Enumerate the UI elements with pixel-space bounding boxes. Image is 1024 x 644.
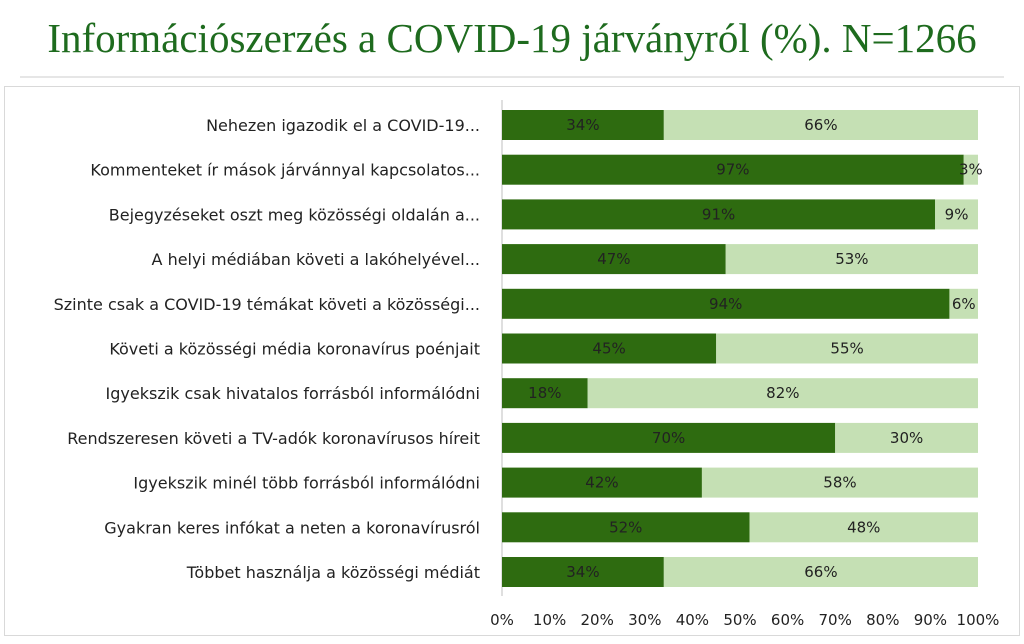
category-label: Bejegyzéseket oszt meg közösségi oldalán… bbox=[109, 205, 480, 224]
bar-segment bbox=[502, 288, 950, 319]
data-label: 94% bbox=[709, 295, 742, 313]
data-label: 52% bbox=[609, 518, 642, 536]
bar-segment bbox=[725, 244, 978, 275]
bar-segment bbox=[749, 512, 978, 543]
category-label: Követi a közösségi média koronavírus poé… bbox=[109, 340, 480, 359]
chart-frame bbox=[4, 86, 1020, 636]
data-label: 53% bbox=[835, 250, 868, 268]
category-label: Nehezen igazodik el a COVID-19... bbox=[206, 116, 480, 135]
data-label: 91% bbox=[702, 205, 735, 223]
bar-segment bbox=[502, 512, 750, 543]
category-label: Igyekszik minél több forrásból informáló… bbox=[133, 474, 480, 493]
bar-segment bbox=[835, 422, 978, 453]
category-label: Rendszeresen követi a TV-adók koronavíru… bbox=[67, 429, 480, 448]
bar-segment bbox=[963, 154, 978, 185]
data-label: 55% bbox=[830, 340, 863, 358]
data-label: 47% bbox=[597, 250, 630, 268]
category-label: Igyekszik csak hivatalos forrásból infor… bbox=[106, 384, 480, 403]
category-label: Szinte csak a COVID-19 témákat követi a … bbox=[54, 295, 480, 314]
data-label: 66% bbox=[804, 116, 837, 134]
data-label: 58% bbox=[823, 474, 856, 492]
x-tick-label: 80% bbox=[866, 611, 899, 629]
data-label: 70% bbox=[652, 429, 685, 447]
data-label: 34% bbox=[566, 563, 599, 581]
data-label: 42% bbox=[585, 474, 618, 492]
x-tick-label: 20% bbox=[581, 611, 614, 629]
category-label: Kommenteket ír mások járvánnyal kapcsola… bbox=[90, 161, 480, 180]
data-label: 3% bbox=[959, 161, 983, 179]
x-tick-label: 10% bbox=[533, 611, 566, 629]
data-label: 34% bbox=[566, 116, 599, 134]
data-label: 48% bbox=[847, 518, 880, 536]
x-tick-label: 100% bbox=[957, 611, 1000, 629]
x-tick-label: 90% bbox=[914, 611, 947, 629]
bar-segment bbox=[716, 333, 978, 364]
x-tick-label: 30% bbox=[628, 611, 661, 629]
bar-segment bbox=[502, 333, 717, 364]
page-title: Információszerzés a COVID-19 járványról … bbox=[47, 15, 977, 61]
title-divider bbox=[20, 76, 1004, 78]
bar-segment bbox=[502, 244, 726, 275]
category-label: Többet használja a közösségi médiát bbox=[186, 563, 480, 582]
bar-segment bbox=[502, 199, 936, 230]
data-label: 66% bbox=[804, 563, 837, 581]
x-tick-label: 60% bbox=[771, 611, 804, 629]
bar-segment bbox=[502, 378, 588, 409]
bar-segment bbox=[701, 467, 978, 498]
category-label: A helyi médiában követi a lakóhelyével..… bbox=[152, 250, 480, 269]
category-label: Gyakran keres infókat a neten a koronaví… bbox=[104, 518, 480, 537]
x-tick-label: 50% bbox=[723, 611, 756, 629]
bar-segment bbox=[663, 557, 978, 587]
x-tick-label: 0% bbox=[490, 611, 514, 629]
bar-segment bbox=[502, 557, 664, 587]
x-tick-label: 40% bbox=[676, 611, 709, 629]
data-label: 97% bbox=[716, 161, 749, 179]
bar-segment bbox=[587, 378, 978, 409]
bar-segment bbox=[663, 110, 978, 140]
data-label: 6% bbox=[952, 295, 976, 313]
data-label: 18% bbox=[528, 384, 561, 402]
bar-segment bbox=[502, 422, 836, 453]
data-label: 30% bbox=[890, 429, 923, 447]
data-label: 9% bbox=[945, 205, 969, 223]
bar-segment bbox=[502, 467, 702, 498]
data-label: 82% bbox=[766, 384, 799, 402]
bar-segment bbox=[935, 199, 978, 230]
x-tick-label: 70% bbox=[819, 611, 852, 629]
bar-segment bbox=[502, 154, 964, 185]
bar-segment bbox=[949, 288, 978, 319]
bar-segment bbox=[502, 110, 664, 140]
data-label: 45% bbox=[592, 340, 625, 358]
